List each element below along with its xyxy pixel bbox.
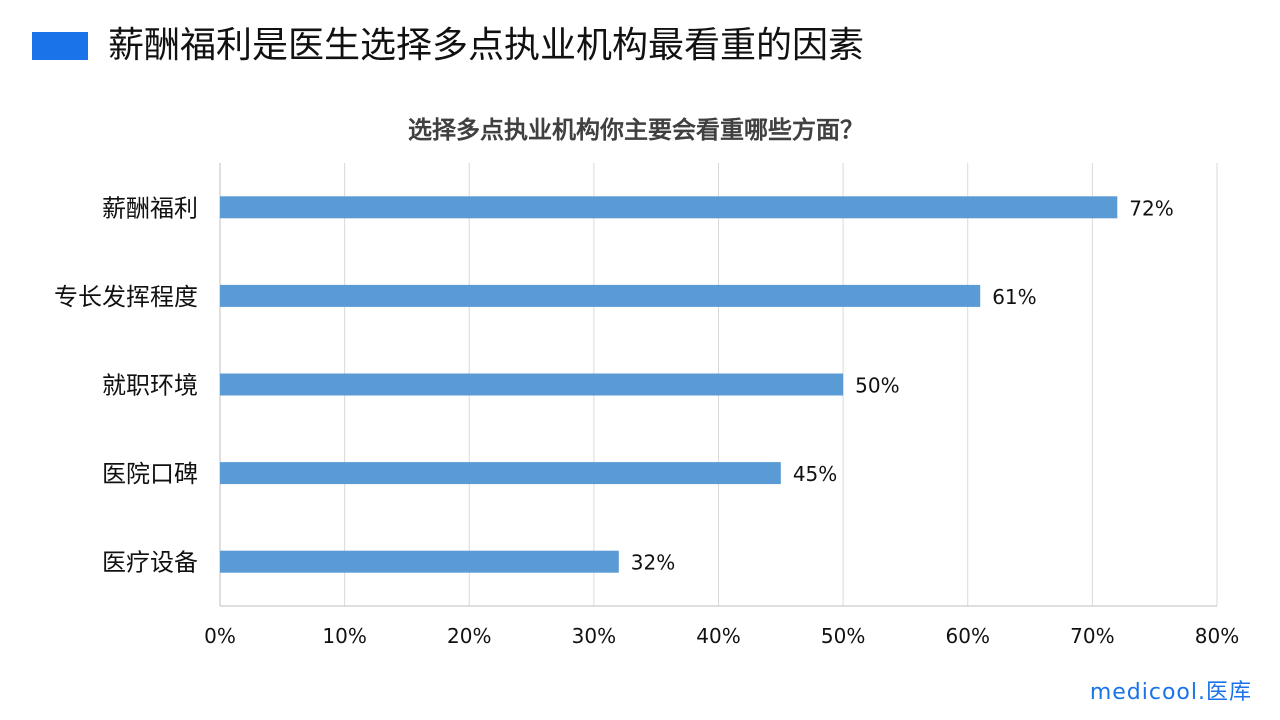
bar	[220, 284, 981, 307]
data-label: 45%	[793, 462, 837, 486]
bar	[220, 550, 619, 573]
x-tick-label: 50%	[821, 624, 865, 648]
x-tick-label: 70%	[1070, 624, 1114, 648]
bar	[220, 462, 781, 485]
x-tick-label: 20%	[447, 624, 491, 648]
data-label: 50%	[855, 374, 899, 398]
x-tick-label: 10%	[322, 624, 366, 648]
x-tick-label: 30%	[572, 624, 616, 648]
category-label: 就职环境	[102, 372, 198, 400]
data-label: 32%	[631, 551, 675, 575]
bars	[220, 196, 1118, 573]
brand-dot: .	[1197, 680, 1206, 705]
x-tick-label: 40%	[696, 624, 740, 648]
bar	[220, 196, 1118, 219]
value-labels: 72% 61% 50% 45% 32%	[631, 196, 1174, 574]
category-label: 医院口碑	[102, 460, 198, 488]
category-label: 专长发挥程度	[54, 283, 198, 311]
title-accent-bar	[32, 32, 88, 60]
x-tick-label: 60%	[946, 624, 990, 648]
data-label: 61%	[992, 285, 1036, 309]
chart-title: 选择多点执业机构你主要会看重哪些方面？	[408, 116, 864, 144]
bar	[220, 373, 844, 396]
data-label: 72%	[1129, 196, 1173, 220]
category-label: 薪酬福利	[102, 194, 198, 222]
page-title: 薪酬福利是医生选择多点执业机构最看重的因素	[108, 25, 865, 66]
medicool-logo: medicool.医库	[1090, 674, 1252, 706]
x-tick-label: 80%	[1195, 624, 1239, 648]
x-tick-label: 0%	[204, 624, 236, 648]
x-tick-labels: 0% 10% 20% 30% 40% 50% 60% 70% 80%	[204, 624, 1239, 648]
brand-name: medicool	[1089, 680, 1198, 705]
category-label: 医疗设备	[102, 549, 198, 577]
brand-suffix: 医库	[1205, 680, 1252, 705]
